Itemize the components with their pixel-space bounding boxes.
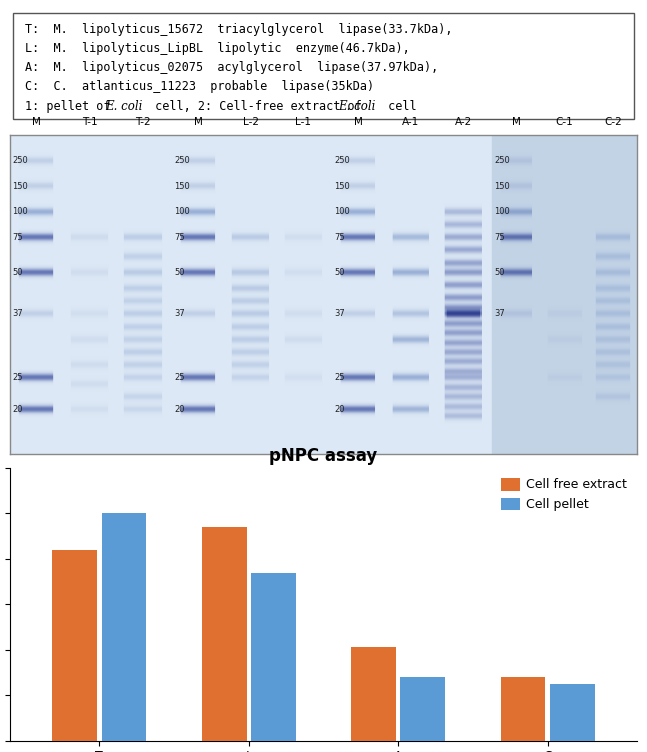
Text: 37: 37 xyxy=(12,309,23,318)
Text: 75: 75 xyxy=(334,232,345,241)
Text: A-1: A-1 xyxy=(402,117,419,127)
FancyBboxPatch shape xyxy=(13,14,634,119)
Text: 50: 50 xyxy=(174,268,185,277)
Text: T-2: T-2 xyxy=(135,117,151,127)
Text: cell, 2: Cell-free extract of: cell, 2: Cell-free extract of xyxy=(148,101,369,114)
Text: E. coli: E. coli xyxy=(105,101,142,114)
Text: 150: 150 xyxy=(12,182,28,191)
Bar xyxy=(400,677,445,741)
Text: T-1: T-1 xyxy=(82,117,98,127)
Text: 50: 50 xyxy=(334,268,345,277)
Title: pNPC assay: pNPC assay xyxy=(269,447,378,465)
Text: 150: 150 xyxy=(494,182,510,191)
Text: C:  C.  atlanticus_11223  probable  lipase(35kDa): C: C. atlanticus_11223 probable lipase(3… xyxy=(25,80,375,92)
Text: 150: 150 xyxy=(334,182,350,191)
Text: M: M xyxy=(193,117,203,127)
Bar xyxy=(202,527,247,741)
Text: T:  M.  lipolyticus_15672  triacylglycerol  lipase(33.7kDa),: T: M. lipolyticus_15672 triacylglycerol … xyxy=(25,23,453,36)
Text: 50: 50 xyxy=(494,268,505,277)
Text: 25: 25 xyxy=(334,373,345,382)
Text: 1: pellet of: 1: pellet of xyxy=(25,101,118,114)
Bar xyxy=(251,573,296,741)
Text: L-2: L-2 xyxy=(243,117,259,127)
Text: E. coli: E. coli xyxy=(338,101,376,114)
Text: 100: 100 xyxy=(334,208,350,216)
Text: 250: 250 xyxy=(494,156,510,165)
Text: 75: 75 xyxy=(494,232,505,241)
Text: 150: 150 xyxy=(174,182,190,191)
Text: L:  M.  lipolyticus_LipBL  lipolytic  enzyme(46.7kDa),: L: M. lipolyticus_LipBL lipolytic enzyme… xyxy=(25,42,410,55)
Text: 75: 75 xyxy=(174,232,185,241)
Text: 20: 20 xyxy=(12,405,23,414)
Text: 250: 250 xyxy=(334,156,350,165)
Text: 75: 75 xyxy=(12,232,23,241)
Text: A-2: A-2 xyxy=(455,117,472,127)
Text: 250: 250 xyxy=(12,156,28,165)
Text: 20: 20 xyxy=(174,405,185,414)
Text: C-2: C-2 xyxy=(604,117,622,127)
Bar xyxy=(501,677,545,741)
Bar xyxy=(52,550,97,741)
Text: M: M xyxy=(353,117,362,127)
Text: 100: 100 xyxy=(494,208,510,216)
Text: A:  M.  lipolyticus_02075  acylglycerol  lipase(37.97kDa),: A: M. lipolyticus_02075 acylglycerol lip… xyxy=(25,61,439,74)
Text: 50: 50 xyxy=(12,268,23,277)
Text: 37: 37 xyxy=(334,309,345,318)
Legend: Cell free extract, Cell pellet: Cell free extract, Cell pellet xyxy=(498,474,631,515)
Text: 37: 37 xyxy=(174,309,185,318)
Text: L-1: L-1 xyxy=(296,117,311,127)
Text: M: M xyxy=(512,117,520,127)
Text: 25: 25 xyxy=(12,373,23,382)
Text: M: M xyxy=(32,117,41,127)
Text: 100: 100 xyxy=(12,208,28,216)
Text: 37: 37 xyxy=(494,309,505,318)
Text: 25: 25 xyxy=(174,373,185,382)
Text: 100: 100 xyxy=(174,208,190,216)
Text: 250: 250 xyxy=(174,156,190,165)
Bar xyxy=(351,647,396,741)
Bar xyxy=(102,514,146,741)
Text: cell: cell xyxy=(381,101,417,114)
Text: C-1: C-1 xyxy=(556,117,573,127)
Bar xyxy=(550,684,595,741)
Text: 20: 20 xyxy=(334,405,345,414)
